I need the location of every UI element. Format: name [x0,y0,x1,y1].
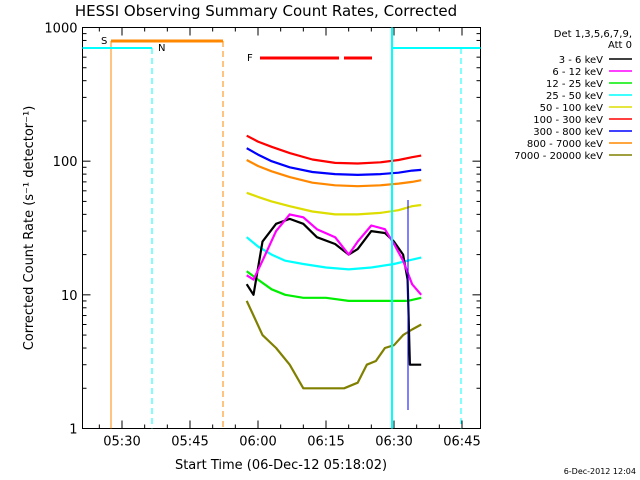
legend-label: 800 - 7000 keV [527,139,603,150]
x-axis-label: Start Time (06-Dec-12 05:18:02) [175,458,387,473]
series-line-2 [246,213,423,296]
series-line-9 [245,300,422,390]
legend-label: 12 - 25 keV [546,79,603,90]
footer-date: 6-Dec-2012 12:04 [564,467,636,476]
n-flag-label: N [158,43,165,54]
legend-label: 300 - 800 keV [533,127,603,138]
axis-ticks: 05:30 05:45 06:00 06:15 06:30 06:45 1 10 100 1000 [44,22,480,450]
s-flag-label: S [101,36,107,47]
series-layer [245,134,423,390]
overlay-layer: S N F [82,27,481,429]
x-tick-label: 06:15 [307,435,344,450]
series-line-5 [246,191,422,216]
y-tick-label: 100 [53,155,78,170]
f-flag-label: F [247,53,253,64]
y-tick-label: 10 [61,289,78,304]
legend-header: Det 1,3,5,6,7,9, [554,29,632,40]
x-tick-label: 06:30 [375,435,412,450]
legend-label: 100 - 300 keV [533,115,603,126]
y-tick-label: 1000 [44,22,77,37]
series-line-7 [246,147,422,176]
legend-label: 50 - 100 keV [540,103,604,114]
x-tick-label: 05:30 [103,435,140,450]
series-line-6 [246,134,422,165]
legend-label: 25 - 50 keV [546,91,603,102]
plot-frame [82,27,481,429]
x-tick-label: 06:45 [443,435,480,450]
chart-title: HESSI Observing Summary Count Rates, Cor… [75,2,457,20]
legend-label: 3 - 6 keV [559,55,603,66]
x-tick-label: 06:00 [239,435,276,450]
legend-label: 7000 - 20000 keV [514,151,603,162]
series-line-8 [246,159,422,188]
legend-header: Att 0 [608,40,632,51]
x-tick-label: 05:45 [171,435,208,450]
y-axis-label: Corrected Count Rate (s⁻¹ detector⁻¹) [22,106,37,351]
series-line-3 [246,270,422,302]
y-tick-label: 1 [69,423,77,438]
legend-label: 6 - 12 keV [552,67,603,78]
